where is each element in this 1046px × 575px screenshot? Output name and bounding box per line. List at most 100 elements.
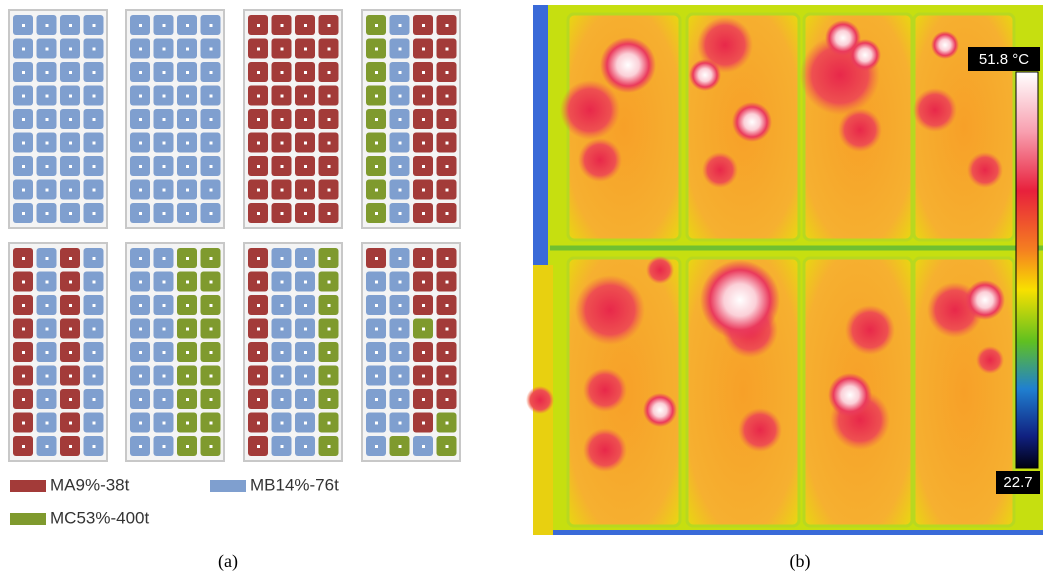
cell-dot [304,257,307,260]
cell-dot [281,351,284,354]
cell-dot [139,304,142,307]
cell-dot [163,189,166,192]
cell-dot [304,24,307,27]
cell-dot [446,48,449,51]
cell-dot [446,24,449,27]
page: MA9%-38tMB14%-76tMC53%-400t 51.8 °C 22.7… [0,0,1046,575]
cell-dot [46,118,49,121]
cell-dot [93,95,96,98]
cell-dot [446,95,449,98]
cell-dot [139,48,142,51]
cell-dot [281,24,284,27]
cell-dot [257,71,260,74]
cell-dot [422,118,425,121]
cell-dot [46,189,49,192]
cell-dot [446,304,449,307]
cell-dot [304,281,307,284]
cell-dot [22,48,25,51]
cell-dot [304,142,307,145]
cell-dot [46,304,49,307]
cell-dot [210,445,213,448]
figure: MA9%-38tMB14%-76tMC53%-400t 51.8 °C 22.7… [0,0,1046,575]
cell-dot [375,281,378,284]
cell-dot [22,95,25,98]
cell-dot [186,398,189,401]
legend-label: MC53%-400t [50,508,149,527]
cell-dot [22,24,25,27]
cell-dot [446,351,449,354]
cell-dot [210,257,213,260]
legend-swatch [10,513,46,525]
cell-dot [163,71,166,74]
cell-dot [281,118,284,121]
cell-dot [328,24,331,27]
cell-dot [281,95,284,98]
cell-dot [163,351,166,354]
hot-spot [643,393,677,427]
cell-dot [210,24,213,27]
cell-dot [399,48,402,51]
cell-dot [446,422,449,425]
cell-dot [281,48,284,51]
cell-dot [257,48,260,51]
cell-dot [257,212,260,215]
cell-dot [422,375,425,378]
cell-dot [22,142,25,145]
cell-dot [422,304,425,307]
cell-dot [281,212,284,215]
cell-dot [139,398,142,401]
cell-dot [375,375,378,378]
cell-dot [210,165,213,168]
cell-dot [69,281,72,284]
cell-dot [93,257,96,260]
cell-dot [46,95,49,98]
cell-dot [93,328,96,331]
cell-dot [139,212,142,215]
cell-dot [328,445,331,448]
cell-dot [139,118,142,121]
cell-dot [328,422,331,425]
cell-dot [446,118,449,121]
cell-dot [399,142,402,145]
cell-dot [93,24,96,27]
cell-dot [69,95,72,98]
cell-dot [281,257,284,260]
cell-dot [304,71,307,74]
cell-dot [163,328,166,331]
cell-dot [210,422,213,425]
cell-dot [328,281,331,284]
cell-dot [281,398,284,401]
cell-dot [93,445,96,448]
cell-dot [375,422,378,425]
cell-dot [304,328,307,331]
cell-dot [93,48,96,51]
cell-dot [163,118,166,121]
cell-dot [163,95,166,98]
cell-dot [46,375,49,378]
cell-dot [257,142,260,145]
cell-dot [328,328,331,331]
cell-dot [93,304,96,307]
cell-dot [257,351,260,354]
cell-dot [46,422,49,425]
cell-dot [281,165,284,168]
warm-spot [560,80,620,140]
cell-dot [422,71,425,74]
cell-dot [186,142,189,145]
cell-dot [186,351,189,354]
cell-dot [375,71,378,74]
cell-dot [46,142,49,145]
cell-dot [281,328,284,331]
cell-dot [139,375,142,378]
cell-dot [22,304,25,307]
warm-spot [838,108,882,152]
cell-dot [257,189,260,192]
cell-dot [139,281,142,284]
warm-spot [583,428,627,472]
cell-dot [446,165,449,168]
cell-dot [375,48,378,51]
cell-dot [210,398,213,401]
cell-dot [210,189,213,192]
cell-dot [328,142,331,145]
cell-dot [69,142,72,145]
